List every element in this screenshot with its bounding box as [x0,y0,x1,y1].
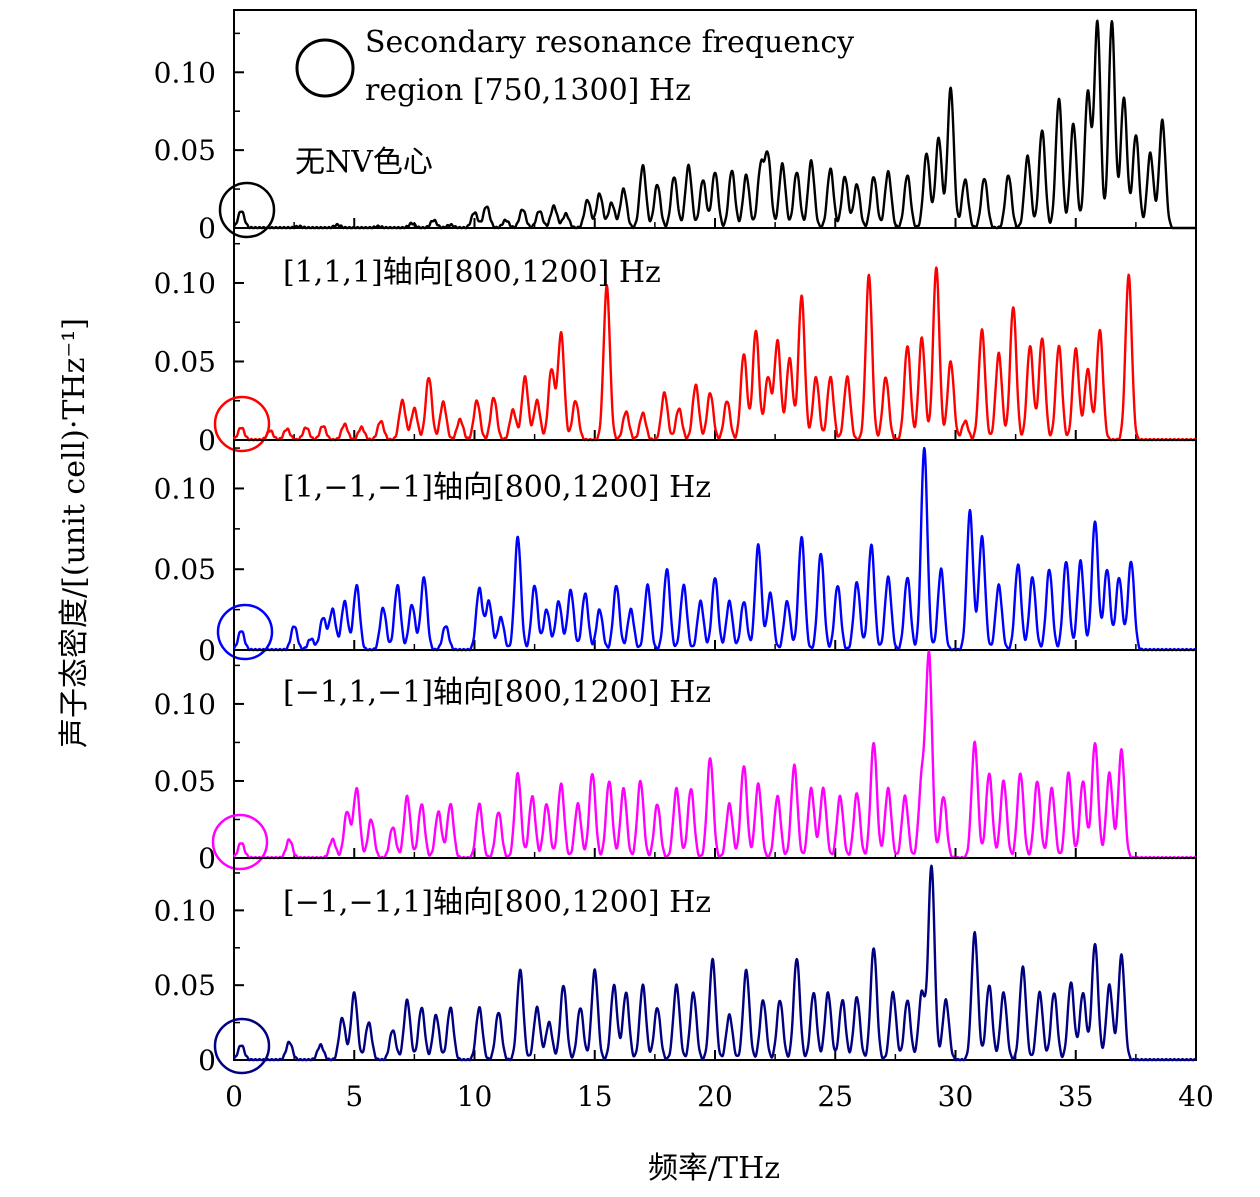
resonance-marker-circle [216,603,274,661]
x-tick-label: 25 [817,1080,853,1113]
y-axis-label: 声子态密度/[(unit cell)·THz⁻¹] [57,318,92,748]
resonance-marker-circle [218,181,276,239]
y-tick-label: 0 [198,424,216,457]
panel-5: 0 0.05 0.10 [−1,−1,1]轴向[800,1200] Hz [154,857,1197,1077]
y-tick-label: 0.10 [154,267,216,300]
x-tick-label: 30 [938,1080,974,1113]
panel-annotation: 无NV色心 [295,145,433,180]
resonance-marker-circle [213,395,271,453]
legend-circle-marker [295,38,355,98]
panel-annotation: [1,−1,−1]轴向[800,1200] Hz [283,470,711,505]
x-tick-label: 0 [225,1080,243,1113]
series-line [232,266,1197,442]
x-tick-label: 10 [457,1080,493,1113]
resonance-marker-circle [213,1017,271,1075]
panel-2: 0 0.05 0.10 [1,1,1]轴向[800,1200] Hz [154,227,1197,457]
y-tick-label: 0.10 [154,472,216,505]
y-tick-label: 0.10 [154,688,216,721]
y-tick-label: 0.05 [154,553,216,586]
x-tick-label: 40 [1178,1080,1214,1113]
y-tick-label: 0 [198,1044,216,1077]
legend-text-line1: Secondary resonance frequency [365,25,854,60]
legend-text-line2: region [750,1300] Hz [365,73,691,108]
panel-annotation: [−1,1,−1]轴向[800,1200] Hz [283,675,711,710]
panel-4: 0 0.05 0.10 [−1,1,−1]轴向[800,1200] Hz [154,649,1197,875]
series-line [232,864,1197,1062]
y-tick-label: 0 [198,212,216,245]
x-axis-label: 频率/THz [648,1151,780,1186]
y-tick-label: 0.05 [154,969,216,1002]
panel-3: 0 0.05 0.10 [1,−1,−1]轴向[800,1200] Hz [154,439,1197,667]
y-tick-label: 0 [198,842,216,875]
y-tick-label: 0.10 [154,56,216,89]
legend: Secondary resonance frequency region [75… [295,25,854,108]
panel-annotation: [−1,−1,1]轴向[800,1200] Hz [283,885,711,920]
x-tick-label: 5 [345,1080,363,1113]
y-tick-label: 0.10 [154,894,216,927]
x-tick-label: 15 [577,1080,613,1113]
y-tick-label: 0 [198,634,216,667]
x-tick-label: 20 [697,1080,733,1113]
panel-annotation: [1,1,1]轴向[800,1200] Hz [283,255,661,290]
panels-group: 0 0.05 0.10 无NV色心 0 0.05 0.10 [1,1,1]轴向[800,120… [154,9,1197,1077]
series-line [232,650,1197,860]
y-tick-label: 0.05 [154,765,216,798]
x-tick-label: 35 [1058,1080,1094,1113]
y-tick-label: 0.05 [154,134,216,167]
y-tick-label: 0.05 [154,345,216,378]
series-line [232,446,1197,652]
resonance-marker-circle [211,813,269,871]
x-tick-labels: 0 5 10 15 20 25 30 35 40 [225,1080,1214,1113]
